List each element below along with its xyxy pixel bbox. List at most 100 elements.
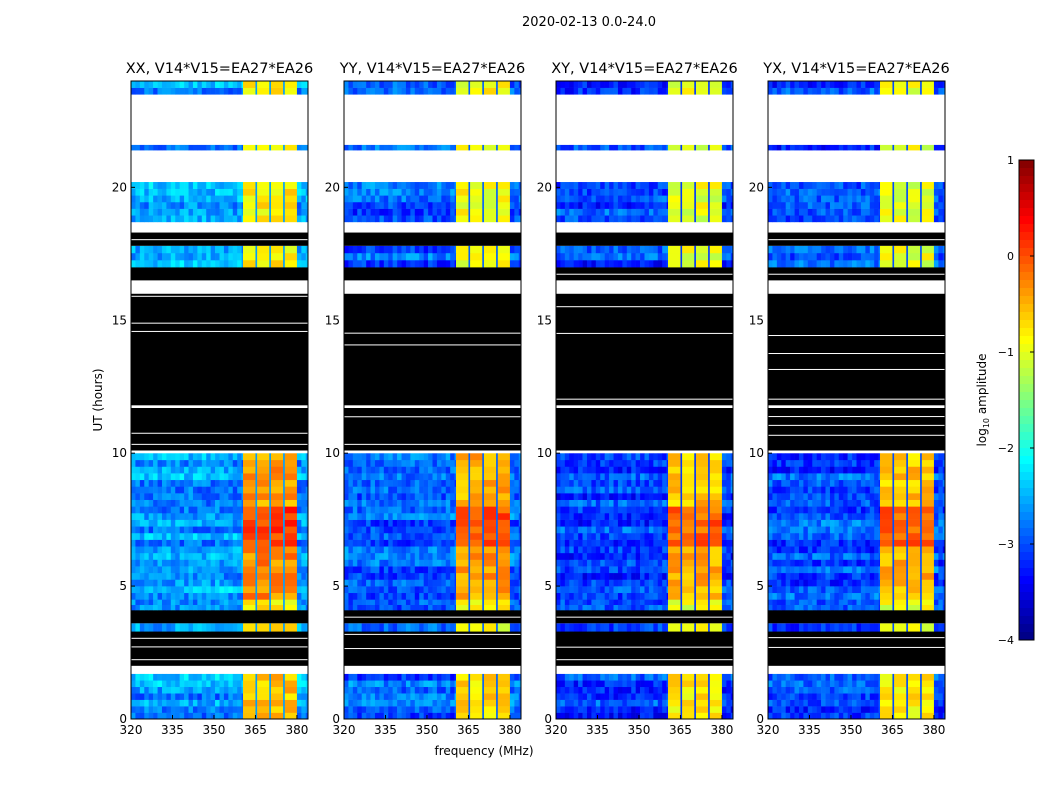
heatmap-cell [301, 533, 306, 540]
heatmap-cell [419, 693, 424, 700]
heatmap-cell [433, 533, 438, 540]
heatmap-cell [658, 706, 663, 713]
heatmap-cell [587, 215, 592, 222]
heatmap-cell [640, 520, 645, 527]
heatmap-cell [640, 253, 645, 260]
heatmap-cell [285, 546, 297, 553]
heatmap-cell [658, 566, 663, 573]
heatmap-cell [344, 215, 349, 222]
heatmap-cell [609, 81, 614, 88]
heatmap-cell [180, 253, 185, 260]
heatmap-band-blank [556, 280, 733, 293]
heatmap-cell [556, 593, 561, 600]
heatmap-cell [514, 566, 519, 573]
heatmap-cell [645, 526, 650, 533]
heatmap-cell [406, 513, 411, 520]
heatmap-cell [627, 466, 632, 473]
heatmap-cell [215, 713, 220, 720]
heatmap-cell [243, 145, 256, 151]
heatmap-cell [710, 540, 722, 547]
heatmap-cell [605, 500, 610, 507]
heatmap-cell [614, 526, 619, 533]
heatmap-cell [393, 623, 398, 631]
heatmap-cell [662, 480, 667, 487]
heatmap-cell [498, 693, 510, 700]
heatmap-cell [710, 693, 722, 700]
heatmap-cell [560, 680, 565, 687]
heatmap-cell [135, 453, 140, 460]
heatmap-cell [446, 680, 451, 687]
heatmap-cell [433, 460, 438, 467]
heatmap-cell [640, 586, 645, 593]
heatmap-cell [696, 253, 708, 260]
heatmap-cell [618, 586, 623, 593]
heatmap-cell [353, 533, 358, 540]
heatmap-cell [428, 553, 433, 560]
heatmap-cell [696, 513, 708, 520]
heatmap-cell [285, 579, 297, 586]
heatmap-cell [424, 526, 429, 533]
heatmap-cell [587, 145, 592, 151]
heatmap-cell [184, 480, 189, 487]
heatmap-cell [556, 533, 561, 540]
heatmap-cell [424, 579, 429, 586]
heatmap-cell [583, 687, 588, 694]
heatmap-cell [821, 713, 826, 720]
heatmap-cell [371, 480, 376, 487]
heatmap-cell [569, 460, 574, 467]
heatmap-cell [180, 560, 185, 567]
heatmap-cell [799, 713, 804, 720]
heatmap-cell [233, 246, 238, 253]
heatmap-cell [649, 473, 654, 480]
heatmap-cell [645, 195, 650, 202]
heatmap-cell [371, 493, 376, 500]
heatmap-cell [271, 599, 283, 605]
heatmap-cell [428, 195, 433, 202]
heatmap-cell [149, 680, 154, 687]
heatmap-cell [614, 145, 619, 151]
heatmap-cell [484, 145, 496, 151]
heatmap-cell [908, 713, 920, 720]
heatmap-cell [578, 674, 583, 681]
heatmap-cell [696, 246, 708, 253]
heatmap-cell [153, 253, 158, 260]
heatmap-cell [514, 573, 519, 580]
heatmap-cell [257, 573, 269, 580]
heatmap-cell [710, 579, 722, 586]
heatmap-cell [180, 593, 185, 600]
heatmap-cell [710, 189, 722, 196]
heatmap-cell [162, 566, 167, 573]
heatmap-cell [175, 623, 180, 631]
heatmap-cell [446, 573, 451, 580]
heatmap-cell [583, 195, 588, 202]
heatmap-cell [578, 145, 583, 151]
heatmap-cell [645, 605, 650, 611]
heatmap-cell [556, 553, 561, 560]
heatmap-cell [596, 81, 601, 88]
heatmap-cell [206, 560, 211, 567]
heatmap-cell [614, 253, 619, 260]
heatmap-cell [375, 566, 380, 573]
heatmap-cell [631, 88, 636, 95]
heatmap-cell [366, 209, 371, 216]
heatmap-cell [682, 566, 694, 573]
heatmap-cell [166, 253, 171, 260]
heatmap-line [344, 333, 521, 334]
heatmap-cell [211, 713, 216, 720]
heatmap-cell [662, 520, 667, 527]
heatmap-cell [202, 209, 207, 216]
heatmap-cell [726, 466, 731, 473]
heatmap-cell [215, 573, 220, 580]
heatmap-cell [175, 593, 180, 600]
heatmap-cell [565, 566, 570, 573]
heatmap-cell [301, 500, 306, 507]
heatmap-cell [658, 493, 663, 500]
heatmap-cell [406, 202, 411, 209]
heatmap-cell [658, 540, 663, 547]
heatmap-cell [228, 593, 233, 600]
heatmap-cell [224, 260, 229, 267]
heatmap-cell [211, 486, 216, 493]
heatmap-cell [362, 687, 367, 694]
heatmap-cell [437, 573, 442, 580]
heatmap-cell [184, 713, 189, 720]
